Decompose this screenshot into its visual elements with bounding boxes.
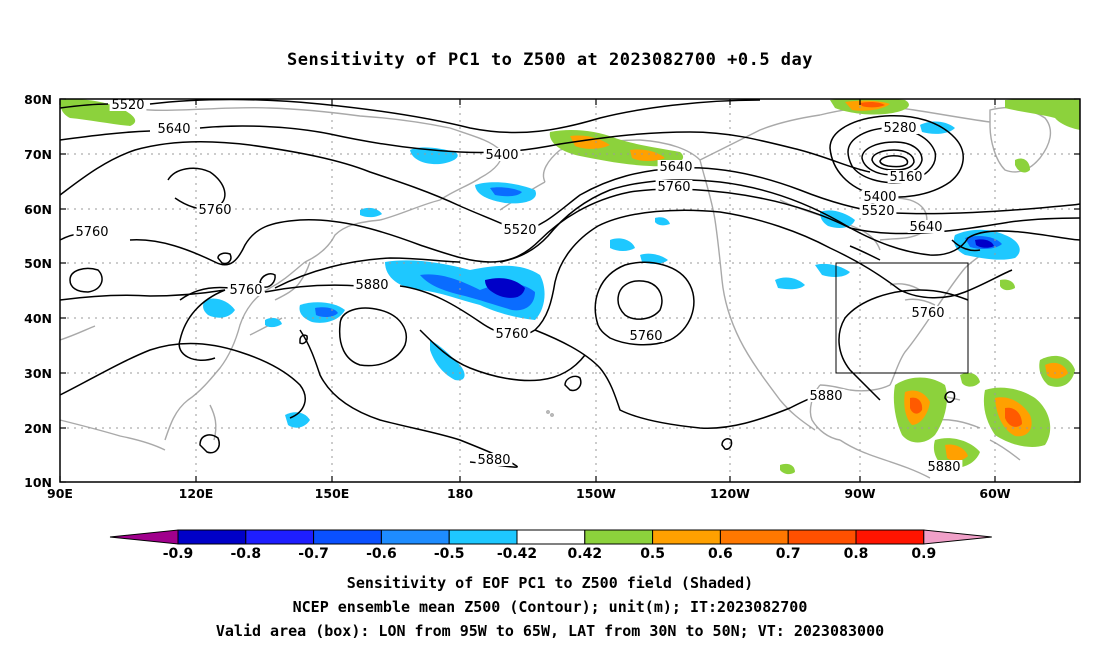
z500-contours	[59, 98, 1081, 468]
contour-label: 5760	[911, 306, 944, 321]
colorbar-tick-label: -0.5	[434, 546, 465, 562]
contour-label: 5640	[157, 122, 190, 137]
contour-label: 5880	[809, 389, 842, 404]
colorbar-tick-label: -0.8	[230, 546, 261, 562]
contour-labels: 5520 5640 5760 5760 5400 5640 5760 5520 5280 5160…	[73, 98, 963, 475]
lat-label: 80N	[24, 92, 52, 107]
colorbar-segment	[313, 529, 382, 545]
contour-label: 5400	[863, 190, 896, 205]
colorbar-segment	[245, 529, 315, 545]
colorbar-tick-label: -0.7	[298, 546, 329, 562]
valid-area-box	[835, 262, 969, 374]
contour-label: 5280	[883, 121, 916, 136]
lon-label: 120W	[710, 486, 750, 501]
colorbar-tick-label: 0.7	[776, 546, 801, 562]
colorbar-arrow-left	[109, 529, 179, 545]
lon-label: 120E	[179, 486, 214, 501]
colorbar-segment	[652, 529, 721, 545]
contour-label: 5880	[355, 278, 388, 293]
colorbar-tick-label: 0.9	[911, 546, 936, 562]
lat-label: 20N	[24, 421, 52, 436]
lon-label: 90E	[47, 486, 73, 501]
lon-label: 150E	[315, 486, 350, 501]
sensitivity-positive-shading	[60, 98, 1080, 475]
lat-label: 30N	[24, 366, 52, 381]
contour-label: 5760	[75, 225, 108, 240]
lat-label: 50N	[24, 256, 52, 271]
colorbar-tick-label: -0.42	[497, 546, 537, 562]
contour-label: 5880	[477, 453, 510, 468]
contour-label: 5760	[657, 180, 690, 195]
lon-label: 180	[447, 486, 473, 501]
contour-label: 5760	[198, 203, 231, 218]
lon-label: 150W	[576, 486, 616, 501]
colorbar-segment	[787, 529, 857, 545]
colorbar-segment	[380, 529, 450, 545]
contour-label: 5880	[927, 460, 960, 475]
contour-label: 5760	[629, 329, 662, 344]
colorbar-arrow-right	[923, 529, 992, 545]
contour-label: 5760	[229, 283, 262, 298]
contour-label: 5640	[909, 220, 942, 235]
lat-label: 10N	[24, 475, 52, 490]
contour-label: 5640	[659, 160, 692, 175]
colorbar: -0.9 -0.8 -0.7 -0.6 -0.5 -0.42 0.42 0.5 0.6 0.7 0.…	[109, 529, 992, 562]
caption-line-1: Sensitivity of EOF PC1 to Z500 field (Sh…	[346, 574, 754, 592]
lat-label: 40N	[24, 311, 52, 326]
colorbar-segment	[177, 529, 247, 545]
caption-line-2: NCEP ensemble mean Z500 (Contour); unit(…	[292, 598, 808, 616]
colorbar-tick-label: 0.8	[844, 546, 869, 562]
colorbar-segment	[516, 529, 586, 545]
colorbar-tick-label: 0.6	[708, 546, 733, 562]
lon-label: 60W	[979, 486, 1010, 501]
colorbar-segment	[448, 529, 518, 545]
contour-label: 5520	[111, 98, 144, 113]
colorbar-segment	[855, 529, 925, 545]
colorbar-segment	[719, 529, 789, 545]
contour-label: 5760	[495, 327, 528, 342]
contour-label: 5160	[889, 170, 922, 185]
contour-label: 5520	[861, 204, 894, 219]
colorbar-segment	[584, 529, 654, 545]
contour-label: 5520	[503, 223, 536, 238]
lon-label: 90W	[844, 486, 875, 501]
colorbar-tick-label: 0.42	[568, 546, 603, 562]
caption-line-3: Valid area (box): LON from 95W to 65W, L…	[215, 622, 885, 640]
lat-label: 60N	[24, 202, 52, 217]
map-title: Sensitivity of PC1 to Z500 at 2023082700…	[286, 50, 813, 70]
colorbar-tick-label: -0.9	[163, 546, 194, 562]
colorbar-tick-label: -0.6	[366, 546, 397, 562]
contour-label: 5400	[485, 148, 518, 163]
lat-label: 70N	[24, 147, 52, 162]
colorbar-tick-label: 0.5	[640, 546, 665, 562]
